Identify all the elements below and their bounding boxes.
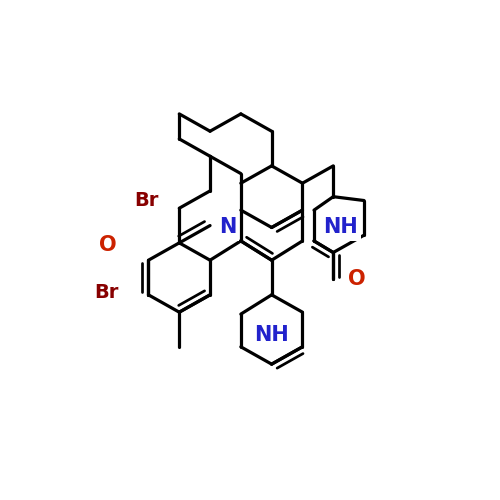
- Text: N: N: [218, 218, 236, 238]
- Text: Br: Br: [94, 284, 118, 302]
- Text: NH: NH: [254, 326, 289, 345]
- Text: O: O: [99, 235, 117, 255]
- Text: O: O: [348, 270, 365, 289]
- Text: Br: Br: [134, 191, 158, 210]
- Text: NH: NH: [324, 218, 358, 238]
